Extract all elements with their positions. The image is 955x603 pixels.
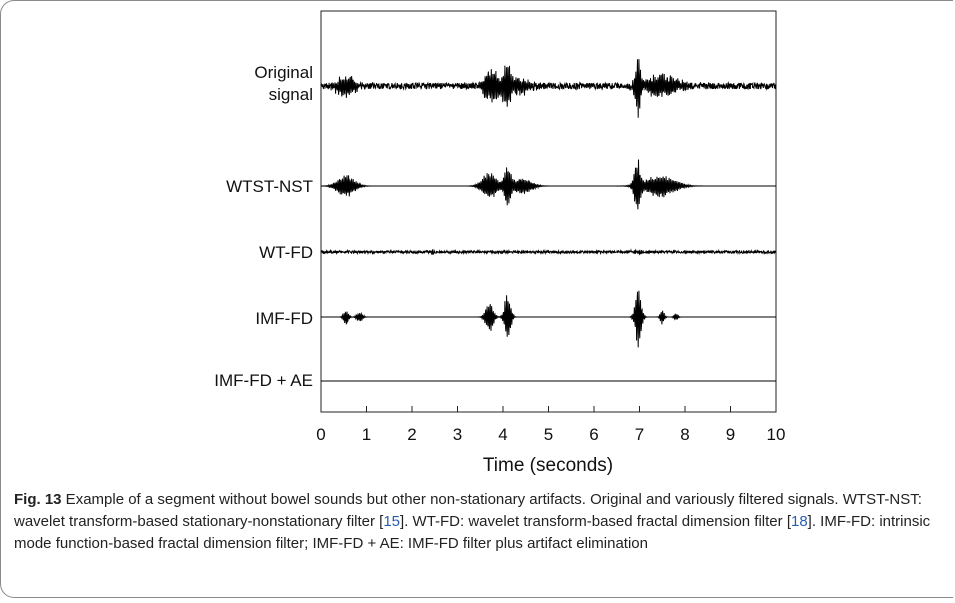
signal-plot — [320, 10, 777, 413]
caption-text-part: ]. WT-FD: wavelet transform-based fracta… — [400, 513, 791, 530]
x-tick-label: 10 — [766, 425, 786, 444]
x-tick-label: 7 — [634, 425, 645, 444]
row-label-imf-fd: IMF-FD — [255, 308, 313, 330]
x-tick-label: 5 — [543, 425, 554, 444]
x-tick-label: 3 — [452, 425, 463, 444]
row-label-imf-fd-text: IMF-FD — [255, 309, 313, 328]
row-label-wtst-nst-text: WTST-NST — [226, 177, 313, 196]
series-line — [320, 159, 776, 210]
plot-frame — [320, 10, 777, 413]
x-axis-label: Time (seconds) — [482, 455, 614, 476]
traces-group — [320, 59, 777, 382]
caption-label: Fig. 13 — [14, 491, 62, 508]
x-tick-label: 9 — [725, 425, 736, 444]
row-label-imf-fd-ae-text: IMF-FD + AE — [214, 371, 313, 390]
row-label-original-line1: Original — [254, 63, 313, 82]
series-line — [320, 59, 777, 118]
row-label-wt-fd-text: WT-FD — [259, 243, 313, 262]
caption-text-part: Example of a segment without bowel sound… — [14, 491, 922, 530]
series-line — [320, 248, 777, 256]
x-tick-label: 6 — [589, 425, 599, 444]
row-label-wtst-nst: WTST-NST — [226, 176, 313, 198]
row-label-wt-fd: WT-FD — [259, 242, 313, 264]
figure-caption: Fig. 13 Example of a segment without bow… — [14, 489, 944, 555]
x-tick-label: 2 — [407, 425, 417, 444]
x-tick-label: 1 — [361, 425, 372, 444]
x-tick-label: 4 — [498, 425, 508, 444]
row-label-original-line2: signal — [268, 85, 313, 104]
caption-reference-link[interactable]: 18 — [790, 513, 808, 530]
series-line — [321, 290, 776, 348]
x-tick-label: 8 — [680, 425, 690, 444]
caption-text-part: ]. IMF-FD: intrinsic mode function-based… — [14, 513, 931, 552]
row-label-original: Original signal — [254, 62, 313, 106]
caption-text: Example of a segment without bowel sound… — [14, 491, 930, 552]
x-ticks-group — [320, 406, 777, 412]
caption-reference-link[interactable]: 15 — [383, 513, 401, 530]
x-tick-label: 0 — [316, 425, 326, 444]
row-label-imf-fd-ae: IMF-FD + AE — [214, 370, 313, 392]
